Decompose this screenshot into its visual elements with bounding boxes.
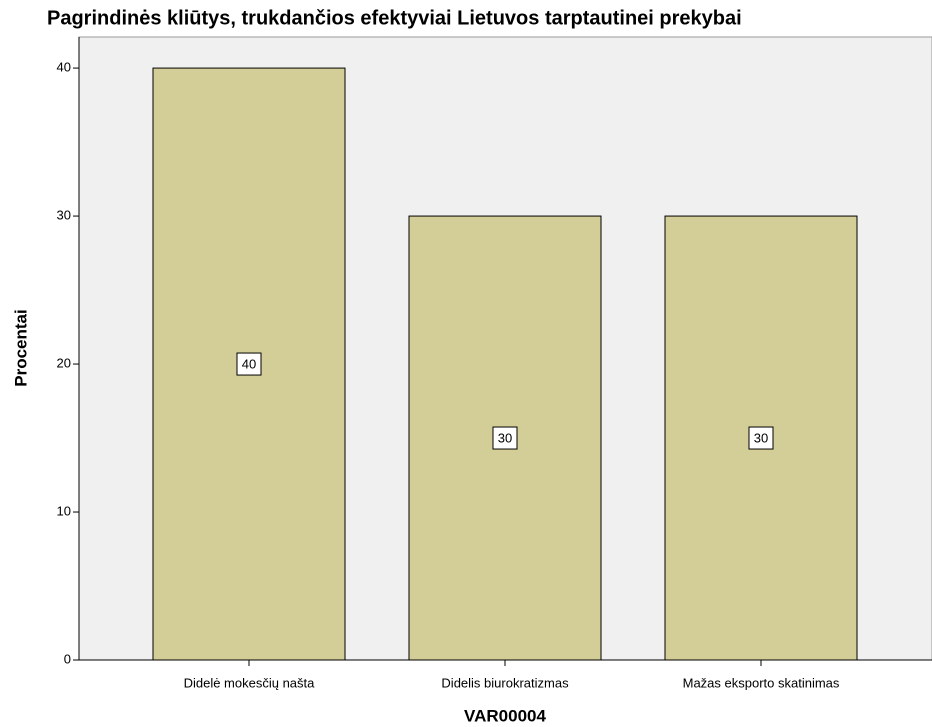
value-label-box — [236, 352, 262, 376]
x-tick-label: Mažas eksporto skatinimas — [683, 675, 840, 690]
y-tick-label: 20 — [57, 355, 71, 370]
chart-title: Pagrindinės kliūtys, trukdančios efektyv… — [47, 7, 742, 29]
value-label: 30 — [754, 430, 768, 445]
y-tick-label: 30 — [57, 207, 71, 222]
value-label: 40 — [242, 356, 256, 371]
value-label-box — [492, 426, 518, 450]
value-label-box — [748, 426, 774, 450]
y-tick-label: 10 — [57, 503, 71, 518]
value-label: 30 — [498, 430, 512, 445]
y-axis-title: Procentai — [11, 309, 30, 386]
y-tick-label: 40 — [57, 60, 71, 75]
x-axis-title: VAR00004 — [464, 706, 546, 725]
x-tick-label: Didelis biurokratizmas — [441, 675, 569, 690]
y-tick-label: 0 — [64, 651, 71, 666]
x-tick-label: Didelė mokesčių našta — [184, 675, 316, 690]
